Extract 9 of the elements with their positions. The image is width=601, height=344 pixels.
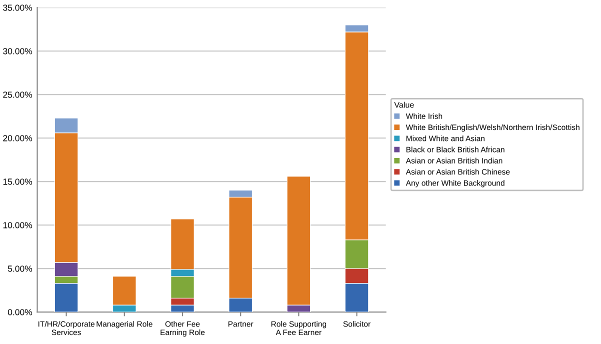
y-tick-label: 35.00%	[3, 4, 32, 11]
y-tick-label: 15.00%	[3, 178, 32, 185]
y-tick-label: 0.00%	[8, 309, 32, 316]
y-tick-label: 30.00%	[3, 48, 32, 54]
legend-title: Value	[394, 102, 414, 108]
y-tick-label: 10.00%	[3, 222, 32, 228]
y-tick-label: 25.00%	[3, 92, 32, 98]
y-tick-label: 5.00%	[8, 266, 32, 272]
y-tick-label: 20.00%	[3, 135, 32, 142]
